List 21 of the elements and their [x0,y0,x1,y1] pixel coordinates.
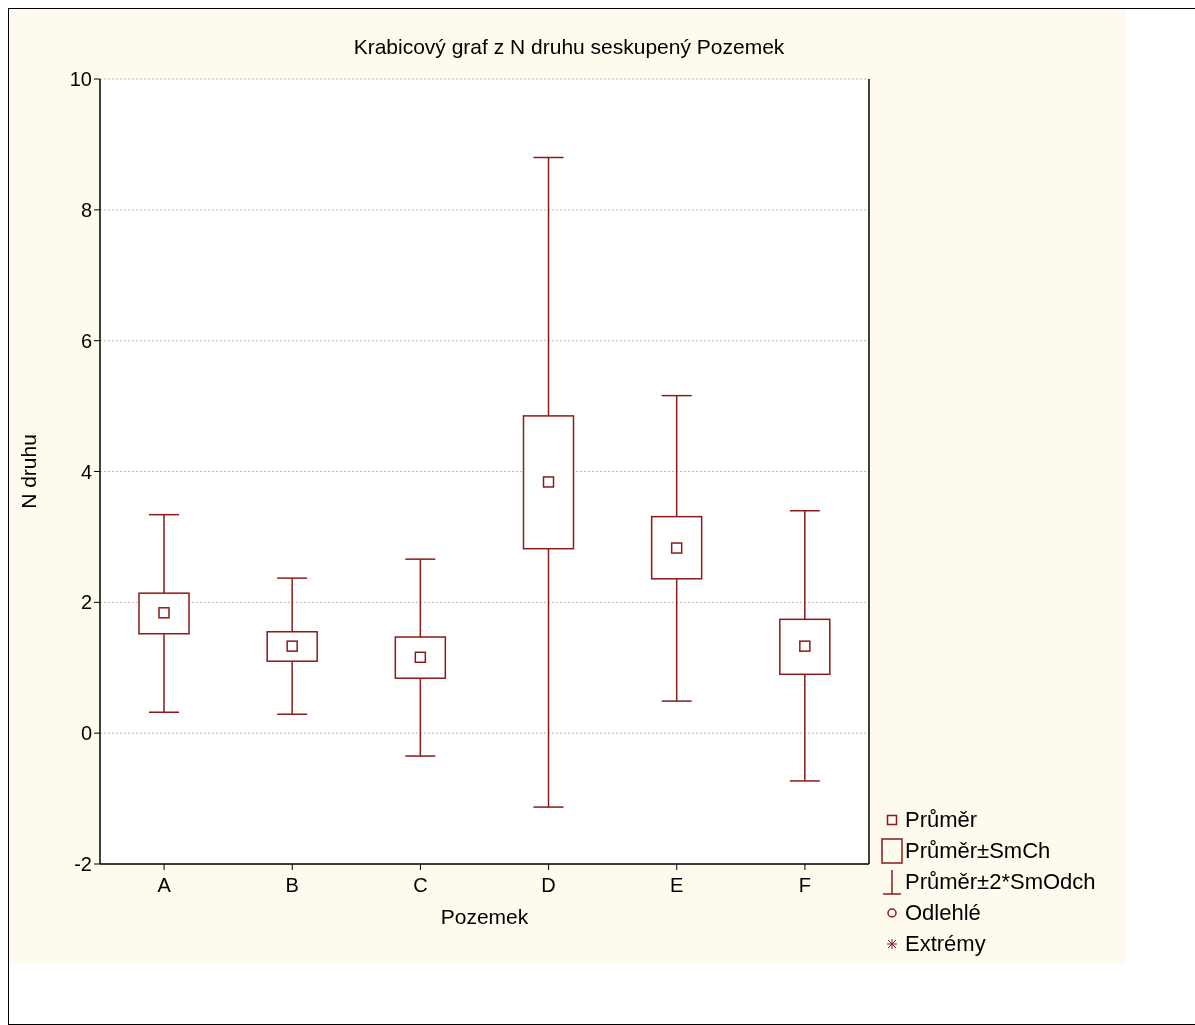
y-tick-label: 6 [80,329,92,352]
x-tick-label: B [285,874,299,897]
y-tick-label: 4 [80,460,92,483]
text: Průměr±2*SmOdch [905,868,1096,895]
x-axis-title: Pozemek [440,905,529,928]
text: Průměr [905,806,978,833]
y-tick-label: -2 [74,853,92,876]
text: Extrémy [905,930,986,957]
y-tick-label: 2 [80,591,92,614]
x-tick-label: A [157,874,172,897]
x-tick-label: E [670,874,684,897]
x-tick-label: D [541,874,556,897]
text: Odlehlé [905,899,981,926]
chart-title: Krabicový graf z N druhu seskupený Pozemek [353,35,785,58]
y-tick-label: 8 [80,198,92,221]
y-tick-label: 0 [80,722,92,745]
x-tick-label: F [798,874,812,897]
y-axis-title: N druhu [17,434,41,509]
y-tick-label: 10 [69,68,92,91]
x-tick-label: C [413,874,428,897]
text: Průměr±SmCh [905,837,1051,864]
